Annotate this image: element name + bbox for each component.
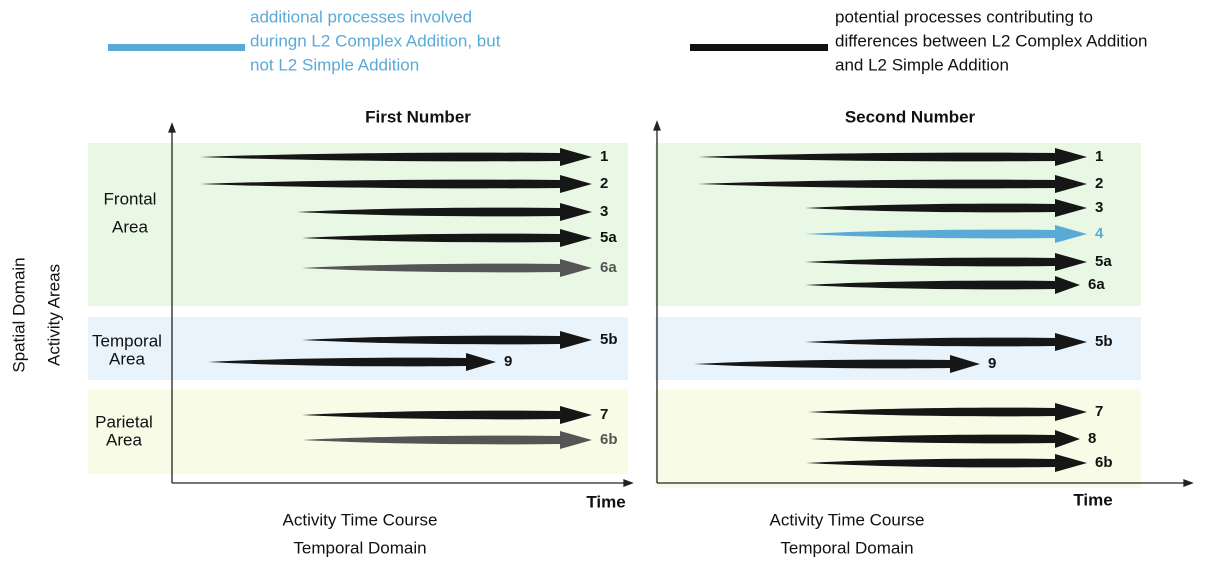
process-arrow [805, 225, 1087, 243]
legend-text: and L2 Simple Addition [835, 55, 1009, 74]
arrow-label: 7 [1095, 403, 1103, 420]
legend-text: potential processes contributing to [835, 7, 1093, 26]
caption: Activity Time Course [770, 510, 925, 529]
arrow-label: 5a [1095, 253, 1112, 270]
process-arrow [302, 431, 592, 449]
process-arrow [302, 229, 592, 247]
arrow-label: 3 [1095, 199, 1103, 216]
process-arrow [698, 148, 1087, 166]
process-arrow [806, 454, 1087, 472]
process-arrow [200, 175, 592, 193]
arrow-label: 1 [1095, 148, 1103, 165]
arrow-label: 2 [600, 175, 608, 192]
arrow-label: 5a [600, 229, 617, 246]
arrow-label: 1 [600, 148, 608, 165]
y-axis-label: Activity Areas [44, 264, 63, 366]
arrow-label: 4 [1095, 225, 1104, 242]
arrow-label: 9 [988, 355, 996, 372]
axes [168, 120, 1194, 487]
temporal-bg [655, 317, 1141, 380]
process-arrow [297, 203, 592, 221]
process-arrow [808, 403, 1087, 421]
frontal-bg [88, 143, 628, 306]
time-label: Time [1073, 490, 1112, 509]
legend-text: additional processes involved [250, 7, 472, 26]
arrow-label: 7 [600, 406, 608, 423]
arrow-label: 6a [1088, 276, 1105, 293]
y-axis-label: Spatial Domain [9, 257, 28, 372]
arrow-label: 3 [600, 203, 608, 220]
caption: Temporal Domain [780, 538, 913, 557]
area-label: Frontal [104, 189, 157, 208]
process-arrow [200, 148, 592, 166]
parietal-bg [88, 389, 628, 474]
area-label: Parietal [95, 412, 153, 431]
legend-text: differences between L2 Complex Addition [835, 31, 1148, 50]
area-label: Area [109, 349, 145, 368]
process-arrow [694, 355, 980, 373]
area-label: Temporal [92, 331, 162, 350]
arrow-label: 6a [600, 259, 617, 276]
area-label: Area [112, 217, 148, 236]
process-arrow [698, 175, 1087, 193]
process-arrow [208, 353, 496, 371]
legend-text: duringn L2 Complex Addition, but [250, 31, 501, 50]
process-arrow [302, 406, 592, 424]
temporal-bg [88, 317, 628, 380]
legend-text: not L2 Simple Addition [250, 55, 419, 74]
process-arrow [302, 259, 592, 277]
arrow-label: 6b [1095, 454, 1113, 471]
panel-title: First Number [365, 107, 471, 126]
time-label: Time [586, 492, 625, 511]
caption: Activity Time Course [283, 510, 438, 529]
arrow-label: 5b [600, 331, 618, 348]
legend-bar [690, 44, 828, 51]
caption: Temporal Domain [293, 538, 426, 557]
process-arrow [805, 276, 1080, 294]
legend-bar [108, 44, 245, 51]
process-arrow [805, 253, 1087, 271]
process-arrow [810, 430, 1080, 448]
process-arrow [805, 333, 1087, 351]
process-arrow [302, 331, 592, 349]
panel-title: Second Number [845, 107, 976, 126]
process-arrow [805, 199, 1087, 217]
area-label: Area [106, 430, 142, 449]
arrow-label: 9 [504, 353, 512, 370]
arrow-label: 6b [600, 431, 618, 448]
arrows: 1 2 3 5a 6a 5b 9 7 6b 1 2 3 4 5a 6a 5b 9 7 8 6b [200, 148, 1113, 472]
arrow-label: 8 [1088, 430, 1096, 447]
arrow-label: 2 [1095, 175, 1103, 192]
arrow-label: 5b [1095, 333, 1113, 350]
